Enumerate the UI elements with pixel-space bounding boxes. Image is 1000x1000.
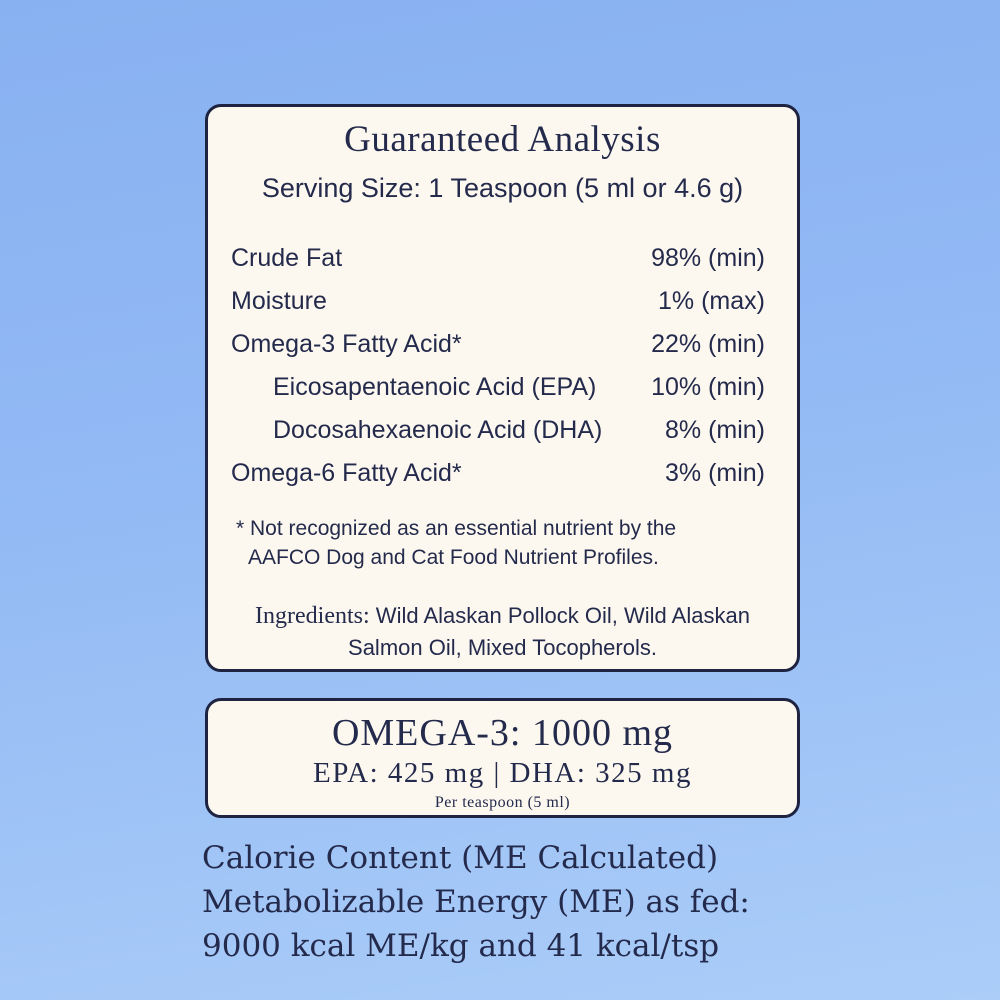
footnote-line2: AAFCO Dog and Cat Food Nutrient Profiles… <box>248 546 659 569</box>
omega3-headline: OMEGA-3: 1000 mg <box>331 712 674 754</box>
ingredients: Ingredients: Wild Alaskan Pollock Oil, W… <box>208 600 797 663</box>
nutrient-value: 98% (min) <box>651 244 765 272</box>
footnote-line1: * Not recognized as an essential nutrien… <box>236 517 677 540</box>
calorie-content: Calorie Content (ME Calculated) Metaboli… <box>202 836 750 968</box>
ingredients-line2: Salmon Oil, Mixed Tocopherols. <box>348 635 657 660</box>
nutrient-value: 3% (min) <box>664 459 765 487</box>
table-row: Eicosapentaenoic Acid (EPA) 10% (min) <box>231 366 765 409</box>
table-row: Omega-3 Fatty Acid* 22% (min) <box>231 323 765 366</box>
epa-dha-subline: EPA: 425 mg | DHA: 325 mg <box>313 757 692 789</box>
ingredients-label: Ingredients: <box>255 603 370 629</box>
guaranteed-analysis-panel: Guaranteed Analysis Serving Size: 1 Teas… <box>205 104 800 672</box>
nutrient-label: Omega-3 Fatty Acid* <box>231 330 462 358</box>
nutrient-label: Omega-6 Fatty Acid* <box>231 459 462 487</box>
ingredients-line1: Wild Alaskan Pollock Oil, Wild Alaskan <box>369 603 750 628</box>
serving-size: Serving Size: 1 Teaspoon (5 ml or 4.6 g) <box>261 173 744 203</box>
nutrient-value: 22% (min) <box>651 330 765 358</box>
nutrient-label: Crude Fat <box>231 244 343 272</box>
analysis-table: Crude Fat 98% (min) Moisture 1% (max) Om… <box>208 237 797 495</box>
calorie-line3: 9000 kcal ME/kg and 41 kcal/tsp <box>202 928 720 964</box>
table-row: Docosahexaenoic Acid (DHA) 8% (min) <box>231 409 765 452</box>
table-row: Omega-6 Fatty Acid* 3% (min) <box>231 452 765 495</box>
calorie-line1: Calorie Content (ME Calculated) <box>202 840 719 876</box>
nutrient-value: 1% (max) <box>658 287 765 315</box>
omega3-summary-panel: OMEGA-3: 1000 mg EPA: 425 mg | DHA: 325 … <box>205 698 800 818</box>
nutrient-label: Eicosapentaenoic Acid (EPA) <box>273 373 597 401</box>
table-row: Moisture 1% (max) <box>231 280 765 323</box>
nutrient-label: Moisture <box>231 287 327 315</box>
nutrient-value: 8% (min) <box>664 416 765 444</box>
panel-title: Guaranteed Analysis <box>344 119 661 160</box>
per-teaspoon-note: Per teaspoon (5 ml) <box>434 794 571 811</box>
nutrient-label: Docosahexaenoic Acid (DHA) <box>273 416 603 444</box>
nutrient-value: 10% (min) <box>651 373 765 401</box>
calorie-line2: Metabolizable Energy (ME) as fed: <box>202 884 750 920</box>
aafco-footnote: * Not recognized as an essential nutrien… <box>208 514 797 572</box>
table-row: Crude Fat 98% (min) <box>231 237 765 280</box>
